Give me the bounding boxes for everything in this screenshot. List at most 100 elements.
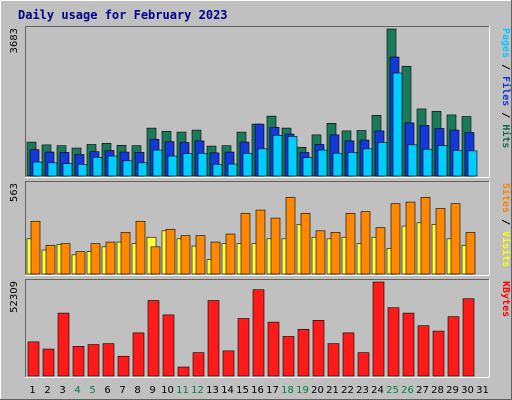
- x-tick-label-day-4: 4: [74, 385, 80, 396]
- bar-kbytes-day-13: [207, 300, 220, 377]
- y-axis-max-label: 3683: [9, 28, 20, 53]
- bar-sites-day-21: [330, 232, 341, 275]
- x-tick-label-day-16: 16: [251, 385, 264, 396]
- bar-sites-day-30: [465, 232, 476, 275]
- panel-sites-visits: 563 Sites / Visits: [9, 181, 512, 276]
- bar-kbytes-day-18: [282, 336, 295, 377]
- bar-kbytes-day-9: [147, 300, 160, 377]
- bar-sites-day-25: [390, 203, 401, 275]
- x-tick-label-day-19: 19: [296, 385, 309, 396]
- bar-sites-day-12: [195, 235, 206, 275]
- bar-kbytes-day-21: [327, 343, 340, 377]
- bar-pages-day-11: [182, 153, 193, 177]
- x-tick-label-day-21: 21: [326, 385, 339, 396]
- bar-kbytes-day-3: [57, 312, 70, 377]
- x-tick-label-day-13: 13: [206, 385, 219, 396]
- bar-pages-day-14: [227, 163, 238, 177]
- x-tick-label-day-11: 11: [176, 385, 189, 396]
- bar-kbytes-day-16: [252, 289, 265, 377]
- bar-kbytes-day-25: [387, 307, 400, 377]
- panel-kbytes: 52309 KBytes: [9, 279, 511, 378]
- bar-pages-day-3: [62, 163, 73, 177]
- legend-sites: Sites: [500, 183, 512, 213]
- bar-pages-day-8: [137, 162, 148, 177]
- bar-sites-day-8: [135, 220, 146, 275]
- bar-sites-day-14: [225, 233, 236, 275]
- bar-sites-day-15: [240, 212, 251, 275]
- bar-kbytes-day-15: [237, 318, 250, 377]
- bar-pages-day-20: [317, 149, 328, 177]
- bar-sites-day-9: [150, 246, 161, 275]
- bar-sites-day-11: [180, 235, 191, 275]
- bar-kbytes-day-29: [447, 316, 460, 377]
- legend-visits: Visits: [500, 231, 512, 267]
- panel-pages-files-hits: 3683 Pages / Files / Hits: [9, 26, 512, 178]
- x-tick-label-day-12: 12: [191, 385, 204, 396]
- x-tick-label-day-10: 10: [161, 385, 174, 396]
- bar-sites-day-3: [60, 243, 71, 275]
- x-tick-label-day-23: 23: [356, 385, 369, 396]
- bar-pages-day-29: [452, 150, 463, 177]
- bar-pages-day-17: [272, 134, 283, 177]
- bar-pages-day-7: [122, 160, 133, 177]
- x-tick-label-day-18: 18: [281, 385, 294, 396]
- bar-pages-day-10: [167, 155, 178, 177]
- bar-sites-day-20: [315, 230, 326, 275]
- bar-pages-day-16: [257, 148, 268, 177]
- bar-kbytes-day-22: [342, 332, 355, 377]
- x-tick-label-day-2: 2: [44, 385, 50, 396]
- bar-pages-day-2: [47, 162, 58, 177]
- bar-kbytes-day-2: [42, 348, 55, 377]
- legend-pages: Pages: [500, 28, 511, 58]
- x-tick-label-day-30: 30: [461, 385, 474, 396]
- x-tick-label-day-20: 20: [311, 385, 324, 396]
- x-tick-label-day-15: 15: [236, 385, 249, 396]
- bar-kbytes-day-28: [432, 330, 445, 377]
- bar-pages-day-26: [407, 144, 418, 177]
- x-tick-label-day-5: 5: [89, 385, 95, 396]
- x-tick-label-day-25: 25: [386, 385, 399, 396]
- bar-sites-day-7: [120, 232, 131, 275]
- bar-kbytes-day-1: [27, 341, 40, 377]
- legend-separator: /: [500, 106, 511, 124]
- bar-kbytes-day-30: [462, 298, 475, 377]
- bar-pages-day-13: [212, 164, 223, 177]
- bar-sites-day-29: [450, 203, 461, 275]
- bar-pages-day-21: [332, 152, 343, 177]
- bar-pages-day-9: [152, 149, 163, 177]
- chart-panels: 3683 Pages / Files / Hits 563 Sites / Visit…: [9, 26, 512, 378]
- y-axis-max-label: 563: [9, 183, 20, 202]
- bar-pages-day-30: [467, 150, 478, 177]
- legend-kbytes: KBytes: [500, 281, 511, 317]
- bar-kbytes-day-17: [267, 321, 280, 377]
- bar-kbytes-day-4: [72, 346, 85, 377]
- bar-kbytes-day-27: [417, 325, 430, 377]
- x-tick-label-day-9: 9: [149, 385, 155, 396]
- bar-sites-day-10: [165, 228, 176, 275]
- legend-separator: /: [500, 58, 511, 76]
- bar-pages-day-22: [347, 152, 358, 177]
- bar-sites-day-26: [405, 201, 416, 275]
- bar-pages-day-1: [32, 161, 43, 177]
- bar-sites-day-4: [75, 251, 86, 275]
- x-tick-label-day-27: 27: [416, 385, 429, 396]
- x-tick-label-day-8: 8: [134, 385, 140, 396]
- x-tick-label-day-17: 17: [266, 385, 279, 396]
- bar-sites-day-2: [45, 244, 56, 275]
- legend: Pages / Files / Hits: [500, 28, 512, 148]
- x-tick-label-day-31: 31: [476, 385, 489, 396]
- bar-sites-day-28: [435, 208, 446, 275]
- bar-kbytes-day-11: [177, 366, 190, 377]
- x-tick-label-day-1: 1: [29, 385, 35, 396]
- bar-sites-day-19: [300, 212, 311, 275]
- bar-pages-day-6: [107, 155, 118, 177]
- bar-kbytes-day-12: [192, 352, 205, 377]
- bar-kbytes-day-19: [297, 328, 310, 377]
- x-tick-label-day-3: 3: [59, 385, 65, 396]
- x-tick-label-day-24: 24: [371, 385, 384, 396]
- bar-kbytes-day-10: [162, 314, 175, 377]
- bar-kbytes-day-7: [117, 355, 130, 377]
- x-tick-label-day-28: 28: [431, 385, 444, 396]
